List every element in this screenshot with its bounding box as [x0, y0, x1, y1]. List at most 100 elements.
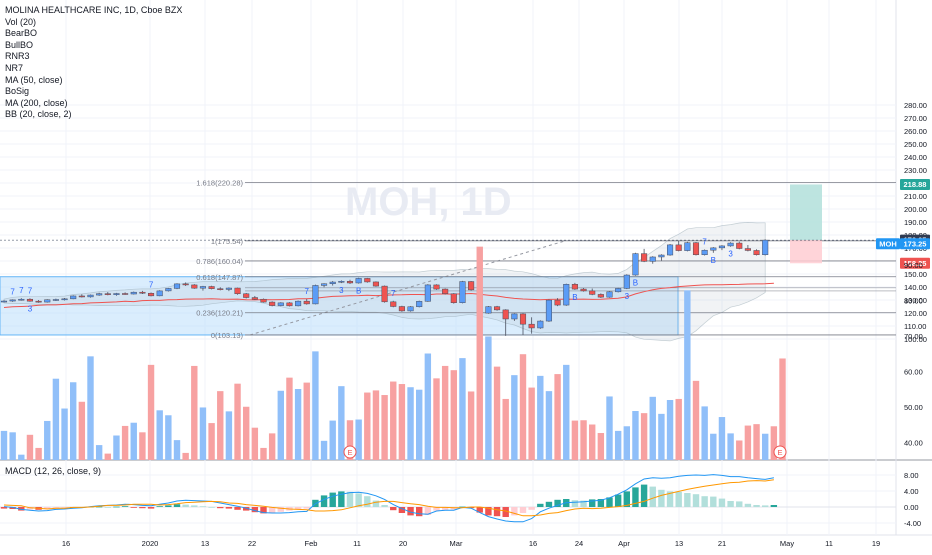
candle-body [269, 301, 276, 306]
candle [61, 298, 68, 301]
macd-histogram-bar [0, 507, 8, 509]
candle-body [338, 281, 345, 283]
candle-body [701, 249, 708, 256]
price-tick-label: 200.00 [904, 205, 927, 214]
volume-bar [372, 390, 380, 460]
candle [528, 317, 535, 334]
volume-bar [130, 422, 137, 460]
candle [312, 284, 319, 305]
symbol-watermark: MOH, 1D [345, 180, 512, 224]
candle [692, 242, 700, 256]
candle [303, 298, 310, 305]
macd-histogram-bar [528, 507, 535, 510]
volume-bar [433, 378, 440, 460]
indicator-ma200[interactable]: MA (200, close) [5, 97, 68, 108]
candle [87, 294, 94, 298]
volume-bar [718, 417, 726, 460]
time-tick-label: May [780, 539, 794, 548]
macd-histogram-bar [476, 507, 483, 513]
candle-body [113, 293, 120, 295]
chart-title[interactable]: MOLINA HEALTHCARE INC, 1D, Cboe BZX [5, 5, 183, 15]
volume-bar [251, 427, 259, 460]
volume-bar [658, 413, 665, 460]
macd-histogram-bar [139, 507, 146, 509]
candle [182, 282, 189, 286]
macd-histogram-bar [753, 505, 760, 507]
macd-histogram-bar [519, 507, 527, 513]
indicator-bosig[interactable]: BoSig [5, 86, 30, 97]
volume-bar [173, 440, 181, 460]
indicator-rnr3[interactable]: RNR3 [5, 51, 30, 62]
macd-histogram-bar [61, 507, 68, 508]
candle [35, 300, 42, 303]
indicator-bearbo[interactable]: BearBO [5, 28, 38, 39]
candle-body [407, 306, 414, 312]
candle [744, 245, 751, 252]
price-badge-label: 173.25 [904, 239, 927, 248]
volume-bar [537, 375, 544, 460]
indicator-bb[interactable]: BB (20, close, 2) [5, 109, 72, 120]
macd-pane-label[interactable]: MACD (12, 26, close, 9) [5, 466, 102, 476]
volume-bar [35, 447, 42, 460]
price-badge-label: MOH [879, 239, 897, 248]
candle [589, 288, 596, 296]
candle-body [70, 295, 77, 300]
earnings-marker [343, 445, 357, 459]
volume-bar [104, 453, 111, 460]
candle-body [87, 294, 94, 298]
candle-body [511, 313, 518, 320]
volume-bar [649, 396, 656, 460]
macd-histogram-bar [243, 507, 250, 511]
indicator-ma50[interactable]: MA (50, close) [5, 74, 63, 85]
macd-histogram-bar [589, 499, 596, 507]
macd-histogram-bar [95, 506, 103, 508]
macd-histogram-bar [113, 506, 120, 508]
candle-body [139, 291, 146, 294]
volume-bar [545, 391, 553, 460]
macd-histogram-bar [191, 505, 198, 507]
price-tick-label: 150.00 [904, 270, 927, 279]
macd-histogram-bar [364, 496, 371, 507]
fib-level-label: 0.236(120.21) [196, 309, 243, 318]
candle [658, 254, 665, 261]
volume-bar [113, 435, 120, 460]
volume-bar [217, 391, 224, 460]
candle-body [571, 284, 578, 290]
candle-body [173, 283, 181, 289]
candle-body [658, 254, 665, 258]
volume-bar [416, 389, 423, 460]
indicator-bullbo[interactable]: BullBO [5, 39, 34, 50]
candle [381, 285, 388, 303]
volume-bar [762, 433, 769, 460]
candle [710, 247, 717, 253]
price-tick-label: 240.00 [904, 153, 927, 162]
indicator-nr7[interactable]: NR7 [5, 62, 24, 73]
macd-histogram-bar [658, 489, 665, 507]
candle-body [485, 306, 492, 314]
macd-histogram-bar [173, 504, 181, 507]
candle-body [346, 281, 354, 284]
candle [580, 288, 587, 292]
candle-body [615, 288, 622, 293]
earnings-marker [773, 445, 787, 459]
candle-body [44, 299, 51, 303]
candle-body [442, 288, 449, 295]
volume-bar [364, 392, 371, 460]
volume-bar [779, 358, 786, 460]
candle [398, 305, 405, 312]
volume-bar [338, 386, 345, 460]
candle-body [641, 253, 648, 262]
macd-histogram-bar [9, 507, 16, 509]
volume-bar [182, 452, 189, 460]
macd-histogram-bar [424, 507, 432, 515]
price-tick-label: 130.00 [904, 296, 927, 305]
volume-bar [156, 410, 163, 460]
time-tick-label: 22 [248, 539, 256, 548]
volume-bar [277, 390, 284, 460]
candle [217, 287, 224, 291]
macd-histogram-bar [762, 505, 769, 507]
indicator-vol[interactable]: Vol (20) [5, 16, 37, 27]
macd-histogram-bar [398, 507, 406, 513]
candle [165, 287, 172, 292]
